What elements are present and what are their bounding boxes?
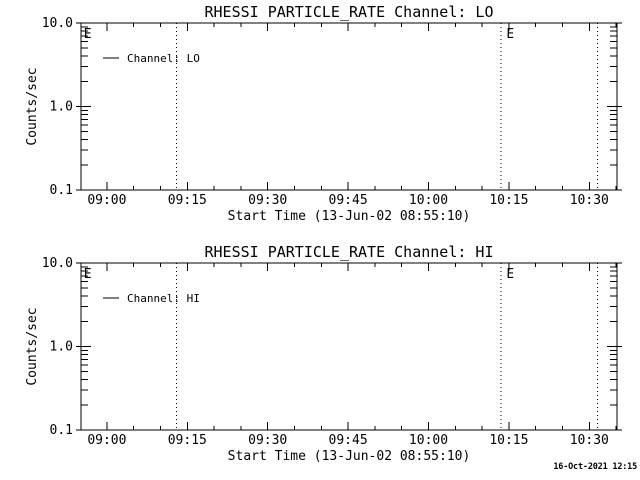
eclipse-label: E [506, 27, 514, 42]
y-tick-label: 1.0 [50, 340, 73, 355]
x-tick-label: 09:00 [87, 193, 126, 208]
x-axis-title: Start Time (13-Jun-02 08:55:10) [228, 449, 471, 464]
particle-rate-panel-lo: RHESSI PARTICLE_RATE Channel: LO 09:00 09:… [25, 3, 622, 224]
x-axis-title: Start Time (13-Jun-02 08:55:10) [228, 209, 471, 224]
plot-generated-timestamp: 16-Oct-2021 12:15 [553, 462, 637, 472]
y-tick-label: 10.0 [42, 16, 73, 31]
x-tick-label: 09:15 [168, 433, 207, 448]
x-tick-label: 10:00 [409, 433, 448, 448]
x-tick-label: 10:00 [409, 193, 448, 208]
y-tick-label: 1.0 [50, 100, 73, 115]
chart-title: RHESSI PARTICLE_RATE Channel: HI [205, 243, 494, 261]
x-tick-label: 09:30 [248, 193, 287, 208]
y-tick-label: 0.1 [50, 423, 73, 438]
x-tick-label: 09:45 [329, 193, 368, 208]
x-tick-label: 10:15 [489, 193, 528, 208]
x-tick-label: 09:15 [168, 193, 207, 208]
x-tick-label: 09:00 [87, 433, 126, 448]
eclipse-label: E [84, 27, 92, 42]
eclipse-label: E [84, 267, 92, 282]
eclipse-label: E [506, 267, 514, 282]
y-tick-label: 0.1 [50, 183, 73, 198]
chart-title: RHESSI PARTICLE_RATE Channel: LO [205, 3, 494, 21]
particle-rate-panel-hi: RHESSI PARTICLE_RATE Channel: HI 09:00 09:… [0, 240, 640, 480]
x-tick-label: 09:30 [248, 433, 287, 448]
x-tick-label: 10:30 [570, 193, 609, 208]
y-tick-label: 10.0 [42, 256, 73, 271]
x-tick-label: 10:15 [489, 433, 528, 448]
y-axis-title: Counts/sec [25, 67, 40, 145]
x-tick-label: 09:45 [329, 433, 368, 448]
legend-label: Channel: HI [127, 292, 200, 305]
particle-rate-chart-hi: RHESSI PARTICLE_RATE Channel: HI 09:00 09:… [25, 243, 622, 464]
y-axis-title: Counts/sec [25, 307, 40, 385]
x-tick-label: 10:30 [570, 433, 609, 448]
legend-label: Channel: LO [127, 52, 200, 65]
particle-rate-chart-lo: RHESSI PARTICLE_RATE Channel: LO 09:00 09:… [25, 3, 622, 224]
